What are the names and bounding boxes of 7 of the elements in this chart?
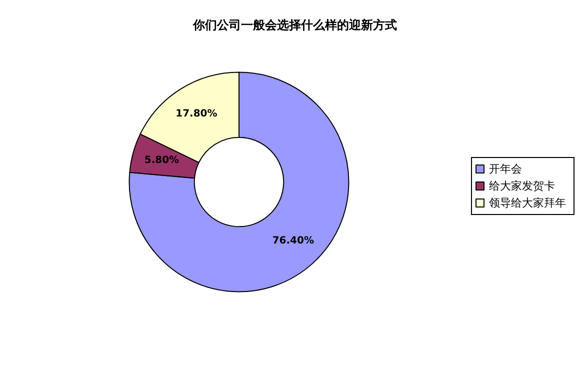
- legend-label: 领导给大家拜年: [489, 196, 566, 210]
- data-label: 17.80%: [176, 108, 218, 120]
- legend-label: 开年会: [489, 162, 522, 176]
- data-label: 5.80%: [144, 155, 180, 166]
- chart-title: 你们公司一般会选择什么样的迎新方式: [192, 18, 397, 32]
- legend-label: 给大家发贺卡: [489, 180, 555, 192]
- data-label: 76.40%: [272, 236, 314, 247]
